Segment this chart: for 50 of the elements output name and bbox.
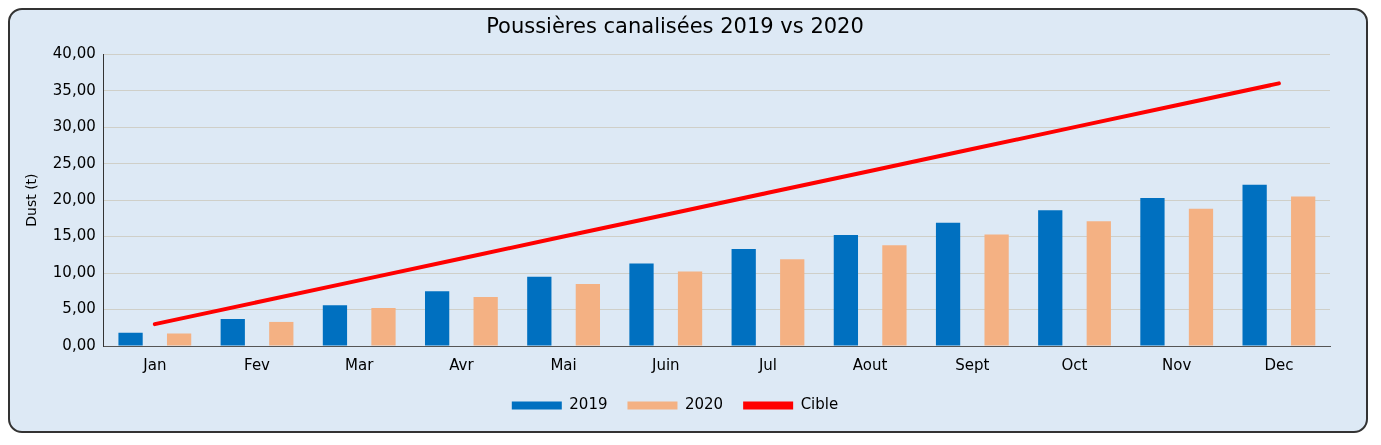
x-tick-label: Aout [852, 355, 888, 374]
bar [425, 291, 450, 346]
y-tick-label: 40,00 [52, 44, 96, 63]
y-tick-label: 10,00 [52, 262, 96, 281]
bar [780, 259, 805, 346]
bar [1291, 196, 1316, 346]
y-tick-label: 15,00 [52, 226, 96, 245]
bar [118, 332, 143, 346]
bar [882, 245, 907, 346]
y-tick-label: 5,00 [62, 299, 96, 318]
bar [322, 305, 348, 346]
legend-label: 2019 [569, 395, 608, 414]
bar [220, 319, 245, 346]
y-tick-label: 0,00 [62, 335, 96, 354]
bar [677, 271, 703, 346]
x-tick-label: Avr [449, 355, 475, 374]
x-tick-label: Jul [757, 355, 778, 374]
bar [1242, 184, 1267, 346]
x-tick-label: Oct [1061, 355, 1088, 374]
bar [371, 308, 396, 346]
bar [833, 235, 859, 346]
bar [1086, 221, 1111, 346]
bar [473, 297, 498, 346]
legend-label: 2020 [684, 395, 724, 414]
x-tick-label: Dec [1264, 355, 1294, 374]
bar [629, 263, 654, 346]
x-tick-label: Fev [244, 355, 271, 374]
bar [527, 276, 552, 346]
legend-label: Cible [800, 395, 839, 414]
bar [269, 321, 294, 346]
chart-title: Poussières canalisées 2019 vs 2020 [486, 14, 864, 39]
y-tick-label: 25,00 [52, 153, 96, 172]
bar [1038, 210, 1063, 346]
x-tick-label: Sept [955, 355, 990, 374]
bar [1140, 197, 1165, 346]
bar [731, 248, 756, 346]
x-tick-label: Mai [550, 355, 577, 374]
y-tick-label: 35,00 [52, 80, 96, 99]
bar [166, 333, 192, 346]
x-tick-label: Juin [650, 355, 680, 374]
x-tick-label: Nov [1162, 355, 1192, 374]
bar [984, 234, 1009, 346]
bar [935, 222, 961, 346]
y-tick-label: 30,00 [52, 117, 96, 136]
bar [575, 283, 600, 346]
x-tick-label: Jan [142, 355, 167, 374]
y-axis-title: Dust (t) [23, 173, 40, 227]
y-tick-label: 20,00 [52, 189, 96, 208]
x-tick-label: Mar [345, 355, 375, 374]
bar [1188, 208, 1214, 346]
